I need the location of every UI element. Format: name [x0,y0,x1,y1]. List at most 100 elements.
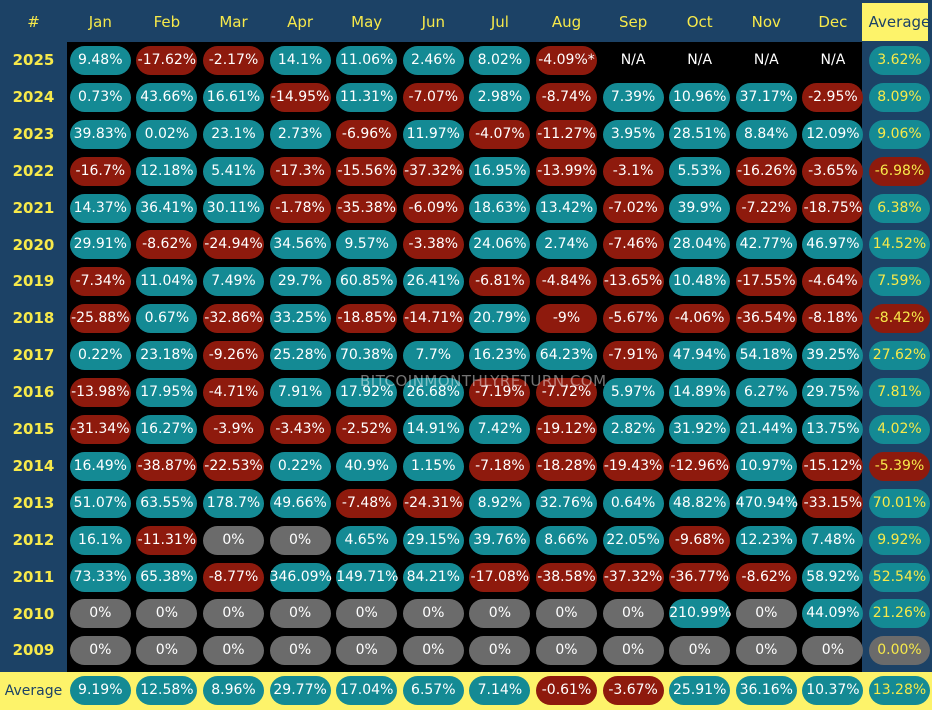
cell-2018-aug: -9% [536,304,597,334]
corner-label: # [27,13,40,31]
cell-2021-mar: 30.11% [203,193,264,223]
cell-2014-feb: -38.87% [136,451,198,481]
cell-2013-aug: 32.76% [536,488,597,518]
cell-2020-apr: 34.56% [269,230,331,260]
cell-2015-may: -2.52% [336,414,398,444]
row-label-2016: 2016 [12,383,55,402]
cell-2012-mar: 0% [203,525,264,555]
cell-2012-dec: 7.48% [802,525,864,555]
cell-2013-jul: 8.92% [469,488,531,518]
cell-2017-apr: 25.28% [269,341,331,371]
cell-2014-sep: -19.43% [602,451,664,481]
cell-2019-average: 7.59% [869,267,930,297]
cell-2010-apr: 0% [269,599,331,629]
cell-2012-jun: 29.15% [402,525,464,555]
cell-2016-jul: -7.19% [469,378,531,408]
cell-2022-average: -6.98% [869,156,930,186]
cell-2019-dec: -4.64% [802,267,864,297]
cell-2016-jan: -13.98% [69,378,131,408]
cell-2020-mar: -24.94% [203,230,264,260]
cell-2010-feb: 0% [136,599,198,629]
footer-average-may: 17.04% [336,676,398,705]
cell-2017-oct: 47.94% [669,341,731,371]
cell-2020-average: 14.52% [869,230,930,260]
cell-2014-nov: 10.97% [735,451,797,481]
cell-2023-aug: -11.27% [536,119,597,149]
cell-2010-nov: 0% [735,599,797,629]
row-label-2013: 2013 [12,493,55,512]
cell-2013-average: 70.01% [869,488,930,518]
cell-2015-mar: -3.9% [203,414,264,444]
cell-2021-feb: 36.41% [136,193,198,223]
cell-2021-apr: -1.78% [269,193,331,223]
cell-2012-jul: 39.76% [469,525,531,555]
cell-2023-apr: 2.73% [269,119,331,149]
column-header-aug: Aug [551,13,582,31]
cell-2014-oct: -12.96% [669,451,731,481]
cell-2024-jun: -7.07% [402,82,464,112]
row-label-2015: 2015 [12,420,55,438]
cell-2017-dec: 39.25% [802,341,864,371]
row-label-2011: 2011 [12,567,55,586]
cell-2009-jun: 0% [402,636,464,666]
cell-2014-mar: -22.53% [203,451,264,481]
cell-2013-mar: 178.7% [203,488,264,518]
cell-2010-jan: 0% [69,599,131,629]
cell-2016-jun: 26.68% [402,378,464,408]
cell-2024-mar: 16.61% [203,82,264,112]
cell-2012-sep: 22.05% [602,525,664,555]
cell-2025-mar: -2.17% [203,45,264,75]
cell-2009-average: 0.00% [869,636,930,666]
cell-2021-dec: -18.75% [802,193,864,223]
cell-2015-oct: 31.92% [669,414,731,444]
cell-2019-aug: -4.84% [536,267,597,297]
cell-2016-may: 17.92% [336,378,398,408]
row-label-2014: 2014 [12,456,55,475]
cell-2025-aug: -4.09%* [536,45,597,75]
cell-2011-jan: 73.33% [69,562,131,592]
cell-2017-may: 70.38% [336,341,398,371]
footer-average-sep: -3.67% [602,676,664,705]
column-header-average: Average [868,13,931,31]
cell-2011-oct: -36.77% [669,562,731,592]
cell-2021-nov: -7.22% [735,193,797,223]
cell-2010-jul: 0% [469,599,531,629]
cell-2019-jul: -6.81% [469,267,531,297]
cell-2016-aug: -7.72% [536,378,597,408]
cell-2019-feb: 11.04% [136,267,198,297]
cell-2013-apr: 49.66% [269,488,331,518]
cell-2010-may: 0% [336,599,398,629]
cell-2025-dec: N/A [820,51,846,68]
cell-2019-sep: -13.65% [602,267,664,297]
cell-2022-jul: 16.95% [469,156,531,186]
cell-2010-sep: 0% [602,599,664,629]
cell-2015-dec: 13.75% [802,414,864,444]
cell-2023-dec: 12.09% [802,119,864,149]
cell-2013-may: -7.48% [336,488,398,518]
cell-2011-jun: 84.21% [402,562,464,592]
cell-2025-sep: N/A [620,51,646,68]
cell-2017-mar: -9.26% [203,341,264,371]
column-header-jan: Jan [88,13,112,31]
cell-2012-aug: 8.66% [536,525,597,555]
row-label-2025: 2025 [12,51,55,69]
cell-2022-nov: -16.26% [735,156,797,186]
cell-2015-nov: 21.44% [735,414,797,444]
column-header-may: May [351,13,383,31]
cell-2014-jul: -7.18% [469,451,531,481]
cell-2019-jan: -7.34% [69,267,131,297]
row-label-2019: 2019 [12,272,55,291]
cell-2020-feb: -8.62% [136,230,198,260]
cell-2014-jan: 16.49% [69,451,131,481]
cell-2014-apr: 0.22% [269,451,331,481]
cell-2022-may: -15.56% [336,156,398,186]
cell-2010-average: 21.26% [869,599,930,629]
cell-2016-oct: 14.89% [669,378,731,408]
cell-2010-mar: 0% [203,599,264,629]
cell-2018-apr: 33.25% [269,304,331,334]
cell-2018-oct: -4.06% [669,304,731,334]
cell-2009-sep: 0% [602,636,664,666]
cell-2013-sep: 0.64% [602,488,664,518]
cell-2014-may: 40.9% [336,451,398,481]
